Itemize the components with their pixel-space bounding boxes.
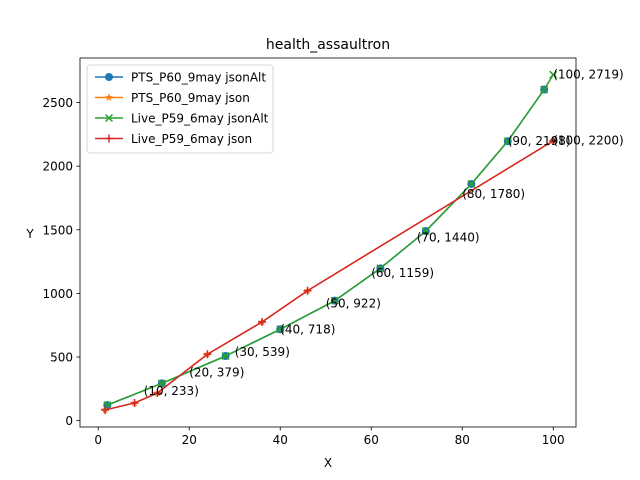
data-label: (30, 539): [235, 345, 290, 359]
y-tick-label: 2500: [42, 96, 73, 110]
data-point: [105, 93, 113, 101]
data-point: [421, 227, 430, 236]
y-axis-label: Y: [25, 227, 34, 241]
annotations: (10, 233) (20, 379) (30, 539) (40, 718) (50,…: [144, 68, 624, 398]
chart-title: health_assaultron: [266, 37, 390, 53]
x-tick-label: 40: [273, 433, 288, 447]
data-label: (80, 1780): [462, 187, 525, 201]
data-point: [276, 325, 285, 334]
data-point: [105, 73, 113, 81]
x-tick-label: 80: [455, 433, 470, 447]
y-tick-label: 1500: [42, 223, 73, 237]
legend-label: PTS_P60_9may json: [131, 91, 250, 105]
data-point: [203, 350, 212, 359]
data-label: (60, 1159): [371, 266, 434, 280]
y-tick-label: 2000: [42, 160, 73, 174]
data-label: (70, 1440): [417, 230, 480, 244]
data-point: [105, 134, 113, 143]
x-tick-label: 100: [542, 433, 565, 447]
data-point: [549, 136, 558, 145]
data-point: [549, 70, 558, 79]
data-label: (40, 718): [280, 322, 335, 336]
legend-entry-1: PTS_P60_9may json: [95, 91, 250, 105]
y-tick-label: 500: [50, 351, 73, 365]
legend-entry-2: Live_P59_6may jsonAlt: [95, 112, 269, 126]
plot-frame: [79, 57, 577, 428]
y-tick-label: 1000: [42, 287, 73, 301]
legend-label: PTS_P60_9may jsonAlt: [131, 71, 266, 85]
data-label: (20, 379): [189, 365, 244, 379]
data-point: [104, 113, 114, 123]
series-3: [101, 136, 558, 414]
data-point: [330, 296, 339, 305]
x-tick-label: 60: [364, 433, 379, 447]
y-tick-label: 0: [65, 414, 73, 428]
legend-label: Live_P59_6may json: [131, 132, 252, 146]
x-tick-label: 20: [182, 433, 197, 447]
legend-label: Live_P59_6may jsonAlt: [131, 112, 269, 126]
data-point: [467, 179, 476, 188]
data-point: [101, 405, 110, 414]
data-point: [130, 398, 139, 407]
data-point: [153, 389, 162, 398]
data-point: [540, 85, 549, 94]
data-point: [503, 137, 512, 146]
data-label: (50, 922): [326, 296, 381, 310]
data-point: [376, 264, 385, 273]
data-label: (100, 2200): [553, 134, 623, 148]
data-point: [157, 379, 166, 388]
data-point: [221, 351, 230, 361]
x-tick-label: 0: [94, 433, 102, 447]
data-point: [258, 318, 267, 327]
series-2: [103, 70, 558, 410]
series-layer: [101, 70, 558, 414]
data-label: (10, 233): [144, 384, 199, 398]
data-label: (90, 2198): [508, 134, 571, 148]
legend-entry-0: PTS_P60_9may jsonAlt: [95, 71, 266, 85]
data-label: (100, 2719): [553, 68, 623, 82]
data-point: [303, 286, 312, 295]
x-axis-label: X: [324, 456, 332, 470]
legend-entry-3: Live_P59_6may json: [95, 132, 252, 146]
legend-box: [86, 64, 274, 154]
legend: PTS_P60_9may jsonAlt PTS_P60_9may json Liv…: [86, 64, 274, 154]
